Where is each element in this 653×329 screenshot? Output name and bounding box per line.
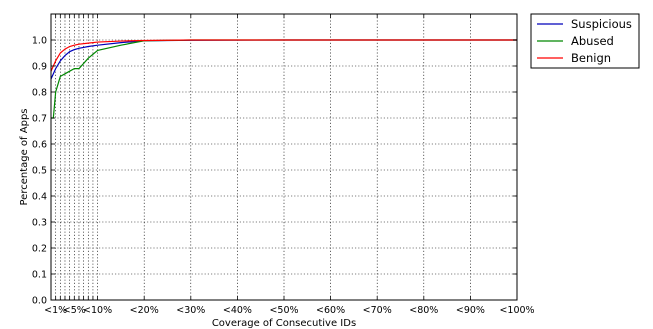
legend-label-benign: Benign bbox=[571, 51, 611, 65]
x-tick-label: <40% bbox=[223, 305, 252, 316]
grid bbox=[51, 14, 517, 301]
y-tick-label: 0.4 bbox=[32, 192, 47, 203]
x-tick-label: <50% bbox=[269, 305, 298, 316]
series-line-benign bbox=[50, 39, 517, 72]
y-tick-label: 0.5 bbox=[32, 166, 47, 177]
x-axis-label: Coverage of Consecutive IDs bbox=[212, 318, 356, 329]
x-tick-label: <5% bbox=[63, 305, 86, 316]
x-tick-label: <80% bbox=[409, 305, 438, 316]
y-tick-label: 0.7 bbox=[32, 114, 47, 125]
legend: Suspicious Abused Benign bbox=[530, 13, 640, 69]
x-tick-label: <10% bbox=[83, 305, 112, 316]
y-tick-label: 0.2 bbox=[32, 244, 47, 255]
y-tick-label: 0.9 bbox=[32, 62, 47, 73]
x-tick-label: <1% bbox=[44, 305, 67, 316]
y-axis-label: Percentage of Apps bbox=[19, 109, 30, 206]
legend-label-suspicious: Suspicious bbox=[571, 17, 632, 31]
x-tick-label: <100% bbox=[499, 305, 534, 316]
y-tick-label: 1.0 bbox=[32, 36, 47, 47]
x-tick-label: <20% bbox=[130, 305, 159, 316]
x-tick-label: <30% bbox=[176, 305, 205, 316]
x-tick-labels: <1%<5%<10% <20% <30% <40% <50% <60% <70% <80% <9… bbox=[44, 305, 534, 316]
y-tick-label: 0.1 bbox=[32, 270, 47, 281]
axis-ticks bbox=[51, 14, 518, 301]
x-tick-label: <90% bbox=[456, 305, 485, 316]
y-tick-label: 0.3 bbox=[32, 218, 47, 229]
plot-frame bbox=[50, 13, 518, 301]
x-tick-label: <70% bbox=[363, 305, 392, 316]
legend-label-abused: Abused bbox=[571, 34, 614, 48]
y-tick-labels: 0.0 0.1 0.2 0.3 0.4 0.5 0.6 0.7 0.8 0.9 1.0 bbox=[32, 36, 47, 307]
y-tick-label: 0.6 bbox=[32, 140, 47, 151]
y-tick-label: 0.8 bbox=[32, 88, 47, 99]
x-tick-label: <60% bbox=[316, 305, 345, 316]
series-lines bbox=[50, 39, 517, 119]
y-tick-label: 0.0 bbox=[32, 296, 47, 307]
